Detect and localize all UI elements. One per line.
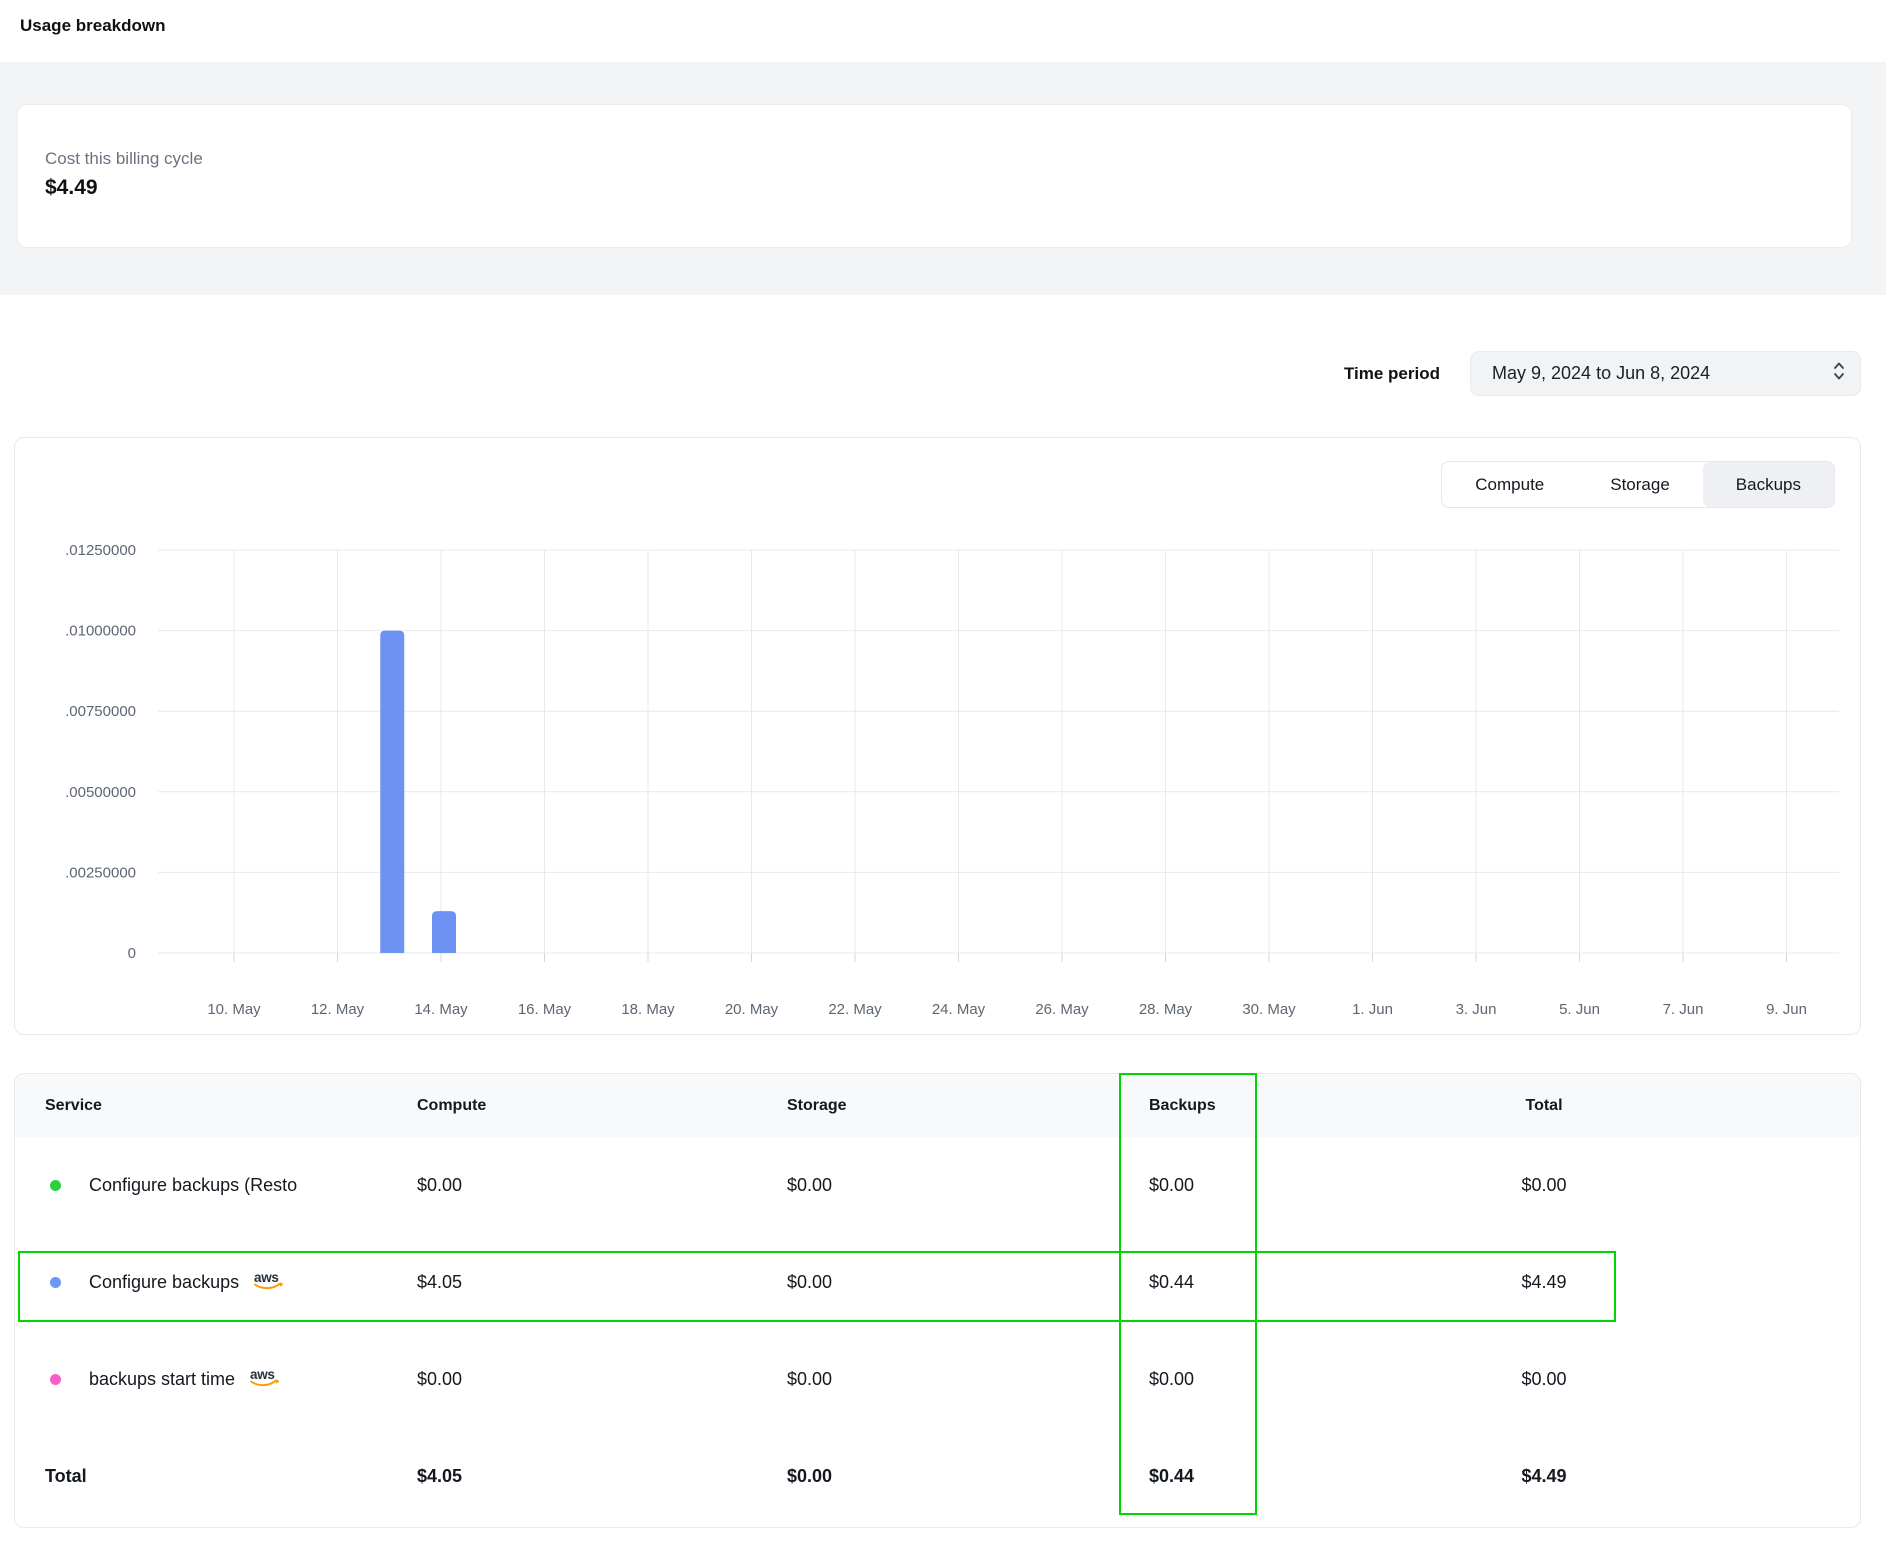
svg-text:0: 0	[128, 945, 136, 962]
column-header-storage: Storage	[787, 1097, 1149, 1115]
billing-cycle-cost-card: Cost this billing cycle $4.49	[17, 104, 1852, 248]
backups-total: $0.44	[1149, 1466, 1395, 1487]
tab-compute[interactable]: Compute	[1442, 462, 1577, 507]
storage-value: $0.00	[787, 1175, 1149, 1196]
table-row: backups start time aws $0.00 $0.00 $0.00…	[15, 1331, 1860, 1428]
billing-cycle-cost-label: Cost this billing cycle	[45, 149, 1851, 169]
grand-total: $4.49	[1395, 1466, 1693, 1487]
svg-text:12. May: 12. May	[311, 1001, 365, 1018]
service-name: Configure backups (Resto	[89, 1175, 297, 1196]
time-period-label: Time period	[1344, 364, 1440, 384]
column-header-compute: Compute	[417, 1097, 787, 1115]
series-dot-blue	[50, 1277, 61, 1288]
svg-text:9. Jun: 9. Jun	[1766, 1001, 1807, 1018]
billing-cycle-cost-value: $4.49	[45, 176, 1851, 200]
svg-text:24. May: 24. May	[932, 1001, 986, 1018]
aws-logo-icon: aws	[249, 1367, 280, 1393]
svg-text:5. Jun: 5. Jun	[1559, 1001, 1600, 1018]
column-header-backups: Backups	[1149, 1097, 1395, 1115]
service-name: Configure backups	[89, 1272, 239, 1293]
time-period-value: May 9, 2024 to Jun 8, 2024	[1492, 363, 1832, 384]
tab-storage[interactable]: Storage	[1577, 462, 1703, 507]
total-value: $0.00	[1395, 1369, 1693, 1390]
compute-value: $4.05	[417, 1272, 787, 1293]
svg-text:10. May: 10. May	[207, 1001, 261, 1018]
table-total-row: Total $4.05 $0.00 $0.44 $4.49	[15, 1428, 1860, 1525]
column-header-total: Total	[1395, 1097, 1693, 1115]
service-cell: Configure backups (Resto	[15, 1175, 417, 1196]
table-header-row: Service Compute Storage Backups Total	[15, 1074, 1860, 1137]
total-value: $0.00	[1395, 1175, 1693, 1196]
svg-text:.01000000: .01000000	[65, 623, 136, 640]
column-header-service: Service	[15, 1097, 417, 1115]
svg-text:28. May: 28. May	[1139, 1001, 1193, 1018]
backups-value: $0.00	[1149, 1175, 1395, 1196]
total-row-label: Total	[15, 1466, 417, 1487]
backups-value: $0.00	[1149, 1369, 1395, 1390]
svg-text:16. May: 16. May	[518, 1001, 572, 1018]
time-period-row: Time period May 9, 2024 to Jun 8, 2024	[0, 351, 1861, 396]
aws-logo-icon: aws	[253, 1270, 284, 1296]
compute-value: $0.00	[417, 1175, 787, 1196]
compute-value: $0.00	[417, 1369, 787, 1390]
backups-value: $0.44	[1149, 1272, 1395, 1293]
service-cell: Configure backups aws	[15, 1270, 417, 1296]
svg-text:.01250000: .01250000	[65, 542, 136, 559]
usage-chart-card: Compute Storage Backups 0 .00250000 .00500…	[14, 437, 1861, 1035]
series-dot-pink	[50, 1374, 61, 1385]
svg-text:14. May: 14. May	[414, 1001, 468, 1018]
usage-table-card: Service Compute Storage Backups Total Co…	[14, 1073, 1861, 1528]
series-dot-green	[50, 1180, 61, 1191]
svg-text:.00750000: .00750000	[65, 703, 136, 720]
time-period-select[interactable]: May 9, 2024 to Jun 8, 2024	[1470, 351, 1861, 396]
compute-total: $4.05	[417, 1466, 787, 1487]
svg-text:22. May: 22. May	[828, 1001, 882, 1018]
storage-value: $0.00	[787, 1369, 1149, 1390]
summary-band: Cost this billing cycle $4.49	[0, 62, 1886, 295]
service-name: backups start time	[89, 1369, 235, 1390]
storage-value: $0.00	[787, 1272, 1149, 1293]
chevron-up-down-icon	[1832, 360, 1846, 387]
svg-text:aws: aws	[250, 1367, 275, 1382]
chart-metric-tabs: Compute Storage Backups	[1441, 461, 1835, 508]
storage-total: $0.00	[787, 1466, 1149, 1487]
svg-text:.00500000: .00500000	[65, 784, 136, 801]
page-title: Usage breakdown	[20, 16, 166, 36]
usage-bar-chart: 0 .00250000 .00500000 .00750000 .01000000 .01…	[15, 438, 1860, 1034]
tab-backups[interactable]: Backups	[1703, 462, 1834, 507]
table-row: Configure backups aws $4.05 $0.00 $0.44 …	[15, 1234, 1860, 1331]
svg-text:30. May: 30. May	[1242, 1001, 1296, 1018]
svg-text:1. Jun: 1. Jun	[1352, 1001, 1393, 1018]
svg-text:3. Jun: 3. Jun	[1456, 1001, 1497, 1018]
svg-text:20. May: 20. May	[725, 1001, 779, 1018]
svg-text:26. May: 26. May	[1035, 1001, 1089, 1018]
svg-text:7. Jun: 7. Jun	[1663, 1001, 1704, 1018]
svg-text:aws: aws	[254, 1270, 279, 1285]
table-row: Configure backups (Resto $0.00 $0.00 $0.…	[15, 1137, 1860, 1234]
svg-text:.00250000: .00250000	[65, 864, 136, 881]
service-cell: backups start time aws	[15, 1367, 417, 1393]
total-value: $4.49	[1395, 1272, 1693, 1293]
svg-text:18. May: 18. May	[621, 1001, 675, 1018]
